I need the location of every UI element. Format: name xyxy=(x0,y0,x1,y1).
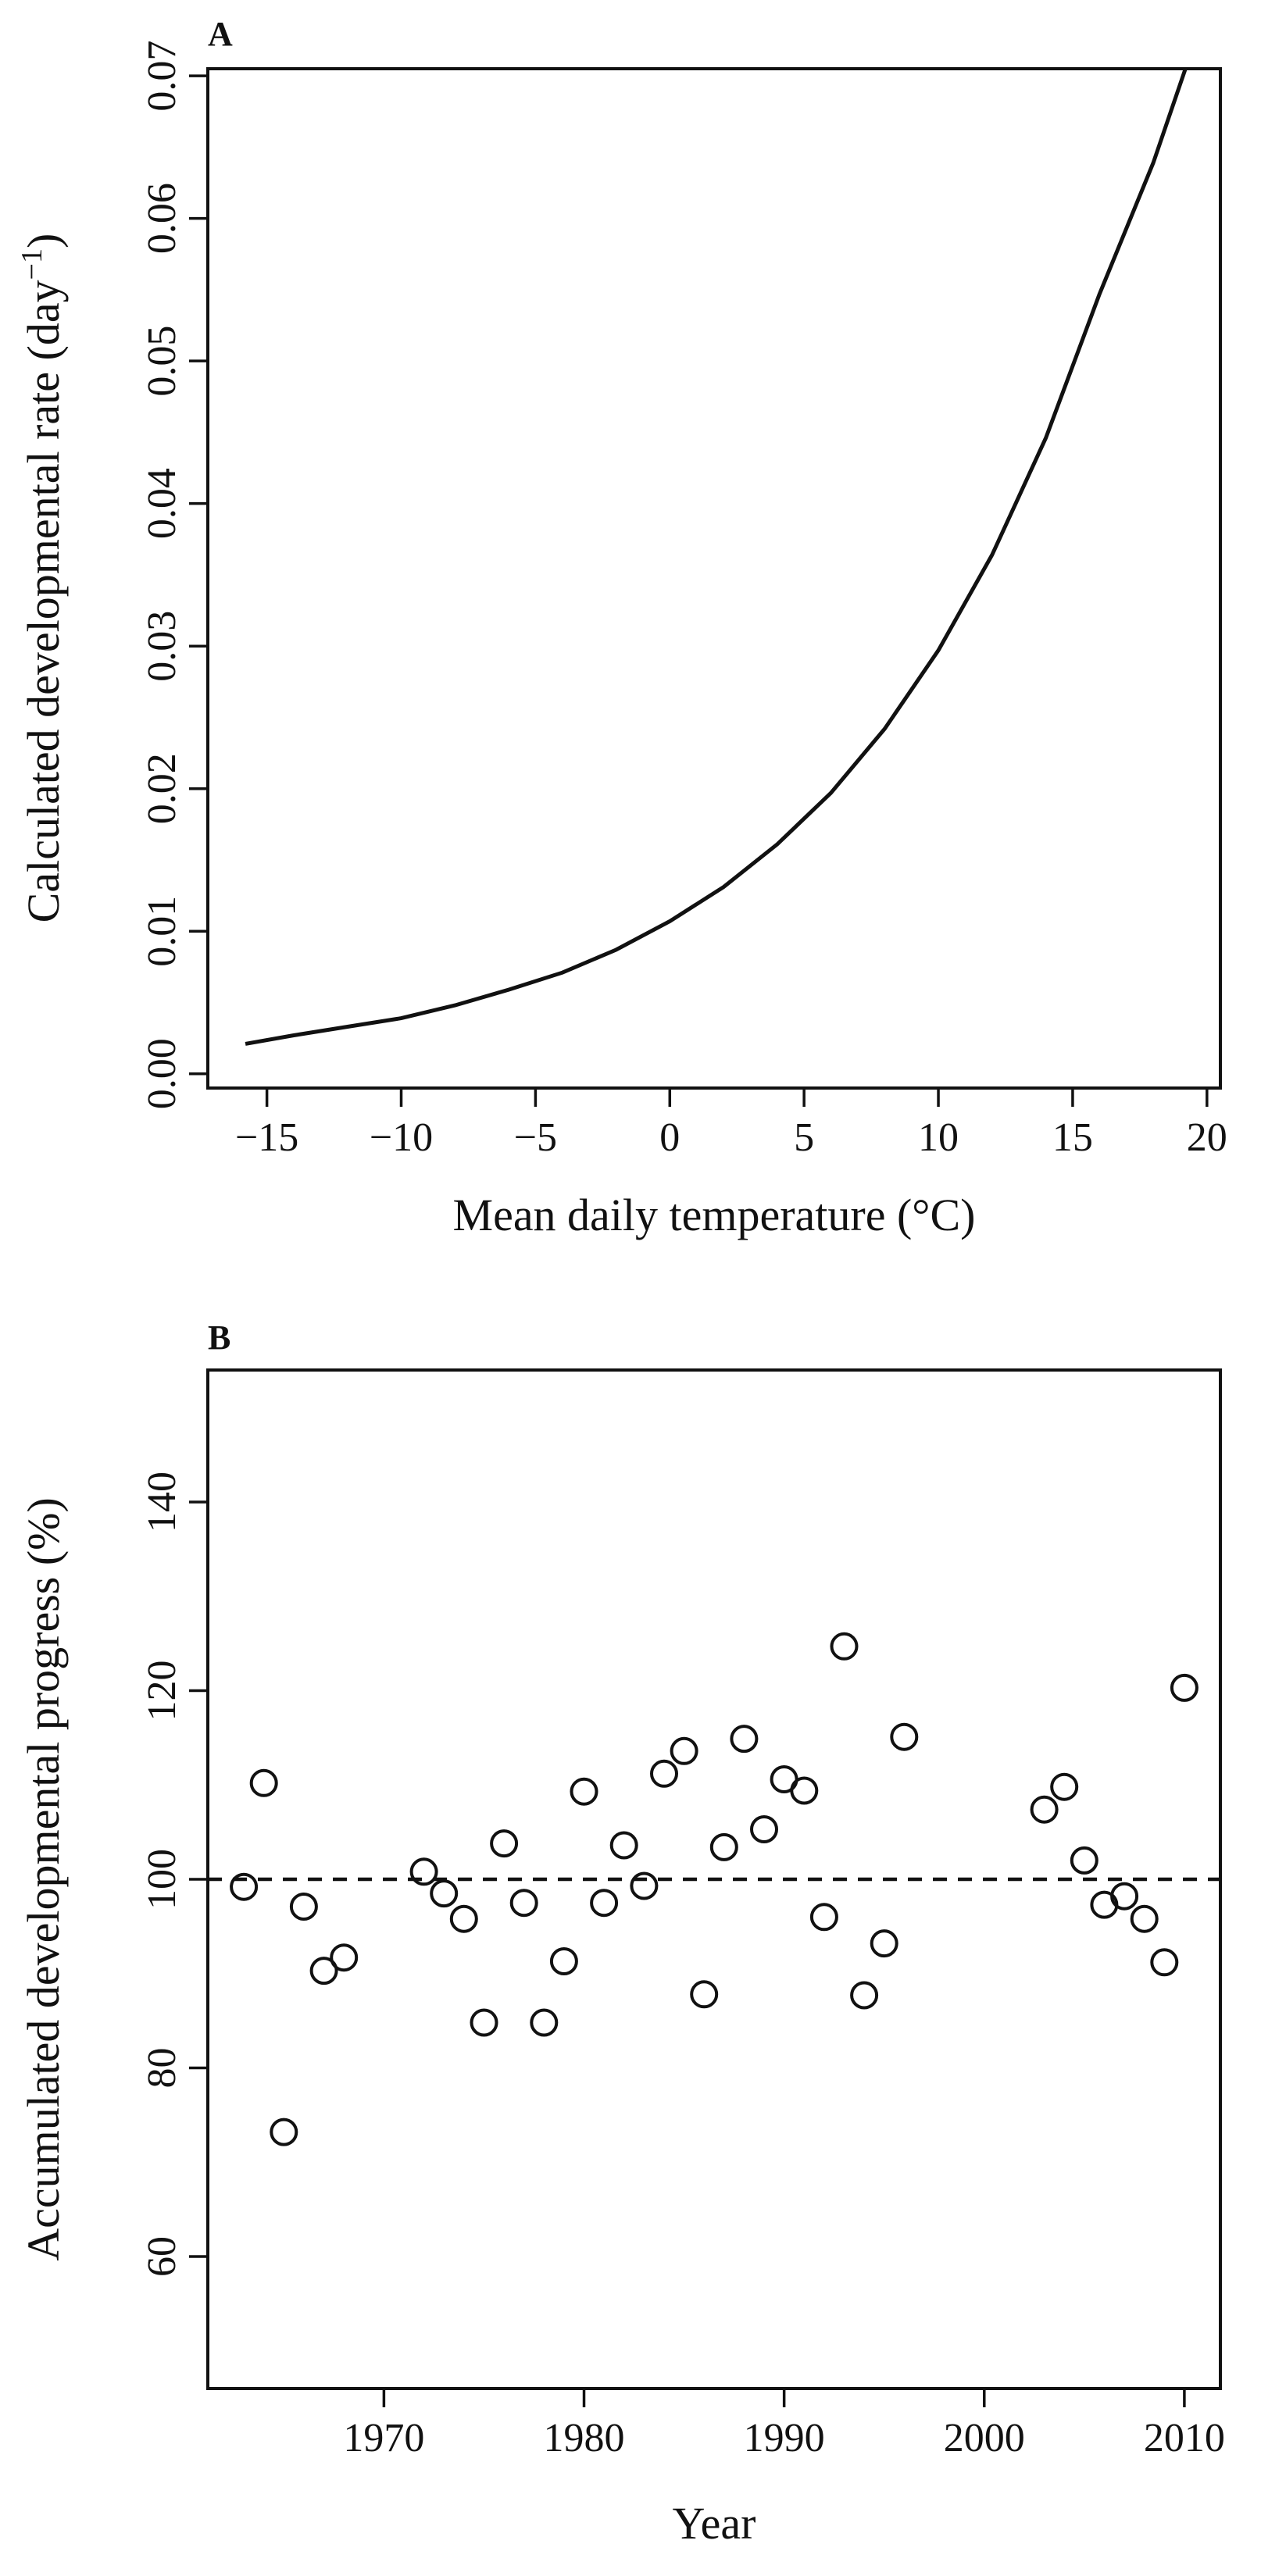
panel-b: B 1970 1980 1990 2000 2010 60 80 100 120 140 Yea… xyxy=(18,1318,1225,2549)
panel-b-data-point xyxy=(870,1929,898,1958)
panel-b-y-tick-label: 100 xyxy=(140,1849,184,1910)
panel-a-x-axis-title: Mean daily temperature (°C) xyxy=(453,1190,976,1240)
panel-b-y-tick-label: 80 xyxy=(140,2047,184,2088)
panel-a-x-axis: −15 −10 −5 0 5 10 15 20 xyxy=(235,1088,1227,1160)
panel-a-y-tick-label: 0.01 xyxy=(140,896,184,967)
panel-b-data-point xyxy=(709,1832,738,1861)
panel-b-data-point xyxy=(1130,1904,1159,1933)
panel-b-y-axis: 60 80 100 120 140 xyxy=(140,1472,208,2277)
panel-b-y-tick-label: 140 xyxy=(140,1472,184,1532)
panel-b-data-point xyxy=(549,1947,578,1975)
panel-b-data-point xyxy=(809,1903,838,1932)
panel-a-x-tick-label: 5 xyxy=(794,1115,814,1160)
panel-b-y-tick-label: 120 xyxy=(140,1661,184,1721)
panel-a-label: A xyxy=(208,15,233,53)
panel-b-data-point xyxy=(490,1829,519,1858)
panel-b-x-tick-label: 1980 xyxy=(544,2416,625,2460)
panel-b-data-point xyxy=(1150,1948,1179,1977)
panel-b-data-point xyxy=(249,1768,278,1797)
panel-b-x-tick-label: 2010 xyxy=(1144,2416,1225,2460)
panel-a-x-tick-label: −5 xyxy=(514,1115,557,1160)
panel-a-y-axis-title: Calculated developmental rate (day−1) xyxy=(16,234,69,923)
panel-a-y-axis: 0.00 0.01 0.02 0.03 0.04 0.05 0.06 0.07 xyxy=(140,41,208,1109)
panel-a-x-tick-label: 10 xyxy=(918,1115,959,1160)
panel-b-data-point xyxy=(590,1889,619,1918)
panel-b-data-point xyxy=(690,1980,719,2009)
panel-b-data-point xyxy=(270,2118,298,2146)
panel-b-data-point xyxy=(750,1815,778,1843)
panel-b-data-point xyxy=(790,1776,819,1805)
panel-a-y-axis-title-close: ) xyxy=(18,234,69,248)
panel-b-data-point xyxy=(1070,1846,1098,1875)
panel-b-data-point xyxy=(470,2008,498,2037)
panel-a-y-tick-label: 0.07 xyxy=(140,41,184,112)
panel-a-y-tick-label: 0.02 xyxy=(140,753,184,824)
panel-b-data-point xyxy=(650,1759,678,1788)
panel-b-data-point xyxy=(890,1722,919,1751)
panel-b-data-point xyxy=(449,1904,478,1933)
panel-b-x-tick-label: 1970 xyxy=(343,2416,424,2460)
panel-b-data-point xyxy=(1050,1772,1079,1801)
panel-b-label: B xyxy=(208,1318,230,1357)
panel-b-points xyxy=(230,1632,1198,2146)
panel-a: A −15 −10 −5 0 5 10 15 20 0.000.010.020.030.040… xyxy=(16,15,1227,1240)
panel-a-x-tick-label: 15 xyxy=(1052,1115,1093,1160)
panel-b-data-point xyxy=(670,1736,698,1765)
panel-b-data-point xyxy=(609,1831,638,1860)
panel-b-data-point xyxy=(309,1957,338,1986)
panel-a-plot-frame xyxy=(206,67,1222,1090)
panel-b-data-point xyxy=(1170,1673,1198,1702)
panel-b-data-point xyxy=(330,1943,359,1972)
panel-a-y-tick-label: 0.00 xyxy=(140,1038,184,1109)
panel-b-x-axis-title: Year xyxy=(673,2498,756,2549)
panel-b-data-point xyxy=(430,1879,459,1908)
panel-b-data-point xyxy=(289,1893,318,1921)
panel-b-data-point xyxy=(509,1889,538,1918)
panel-b-x-tick-label: 2000 xyxy=(944,2416,1025,2460)
panel-b-data-point xyxy=(570,1777,598,1806)
panel-a-x-tick-label: −10 xyxy=(370,1115,433,1160)
panel-a-y-tick-label: 0.05 xyxy=(140,326,184,397)
panel-b-y-tick-label: 60 xyxy=(140,2236,184,2277)
panel-a-rate-curve xyxy=(245,68,1188,1046)
panel-a-x-tick-label: −15 xyxy=(235,1115,298,1160)
panel-b-data-point xyxy=(850,1981,879,2010)
panel-a-y-axis-title-main: Calculated developmental rate (day xyxy=(18,280,69,922)
panel-b-data-point xyxy=(830,1632,859,1661)
panel-b-data-point xyxy=(530,2008,559,2037)
panel-a-y-tick-label: 0.03 xyxy=(140,611,184,682)
panel-b-data-point xyxy=(1110,1882,1139,1911)
panel-a-x-tick-label: 20 xyxy=(1187,1115,1227,1160)
panel-b-x-axis: 1970 1980 1990 2000 2010 xyxy=(343,2389,1225,2460)
panel-a-x-tick-label: 0 xyxy=(659,1115,680,1160)
panel-a-y-tick-label: 0.06 xyxy=(140,183,184,254)
panel-b-data-point xyxy=(730,1725,759,1754)
panel-b-data-point xyxy=(630,1871,659,1900)
panel-a-y-tick-label: 0.04 xyxy=(140,468,184,539)
panel-b-data-point xyxy=(230,1872,259,1901)
panel-b-x-tick-label: 1990 xyxy=(744,2416,825,2460)
panel-b-data-point xyxy=(409,1857,438,1886)
panel-b-data-point xyxy=(1030,1795,1059,1824)
panel-b-y-axis-title: Accumulated developmental progress (%) xyxy=(18,1497,69,2261)
panel-a-y-axis-title-superscript: −1 xyxy=(16,248,48,280)
